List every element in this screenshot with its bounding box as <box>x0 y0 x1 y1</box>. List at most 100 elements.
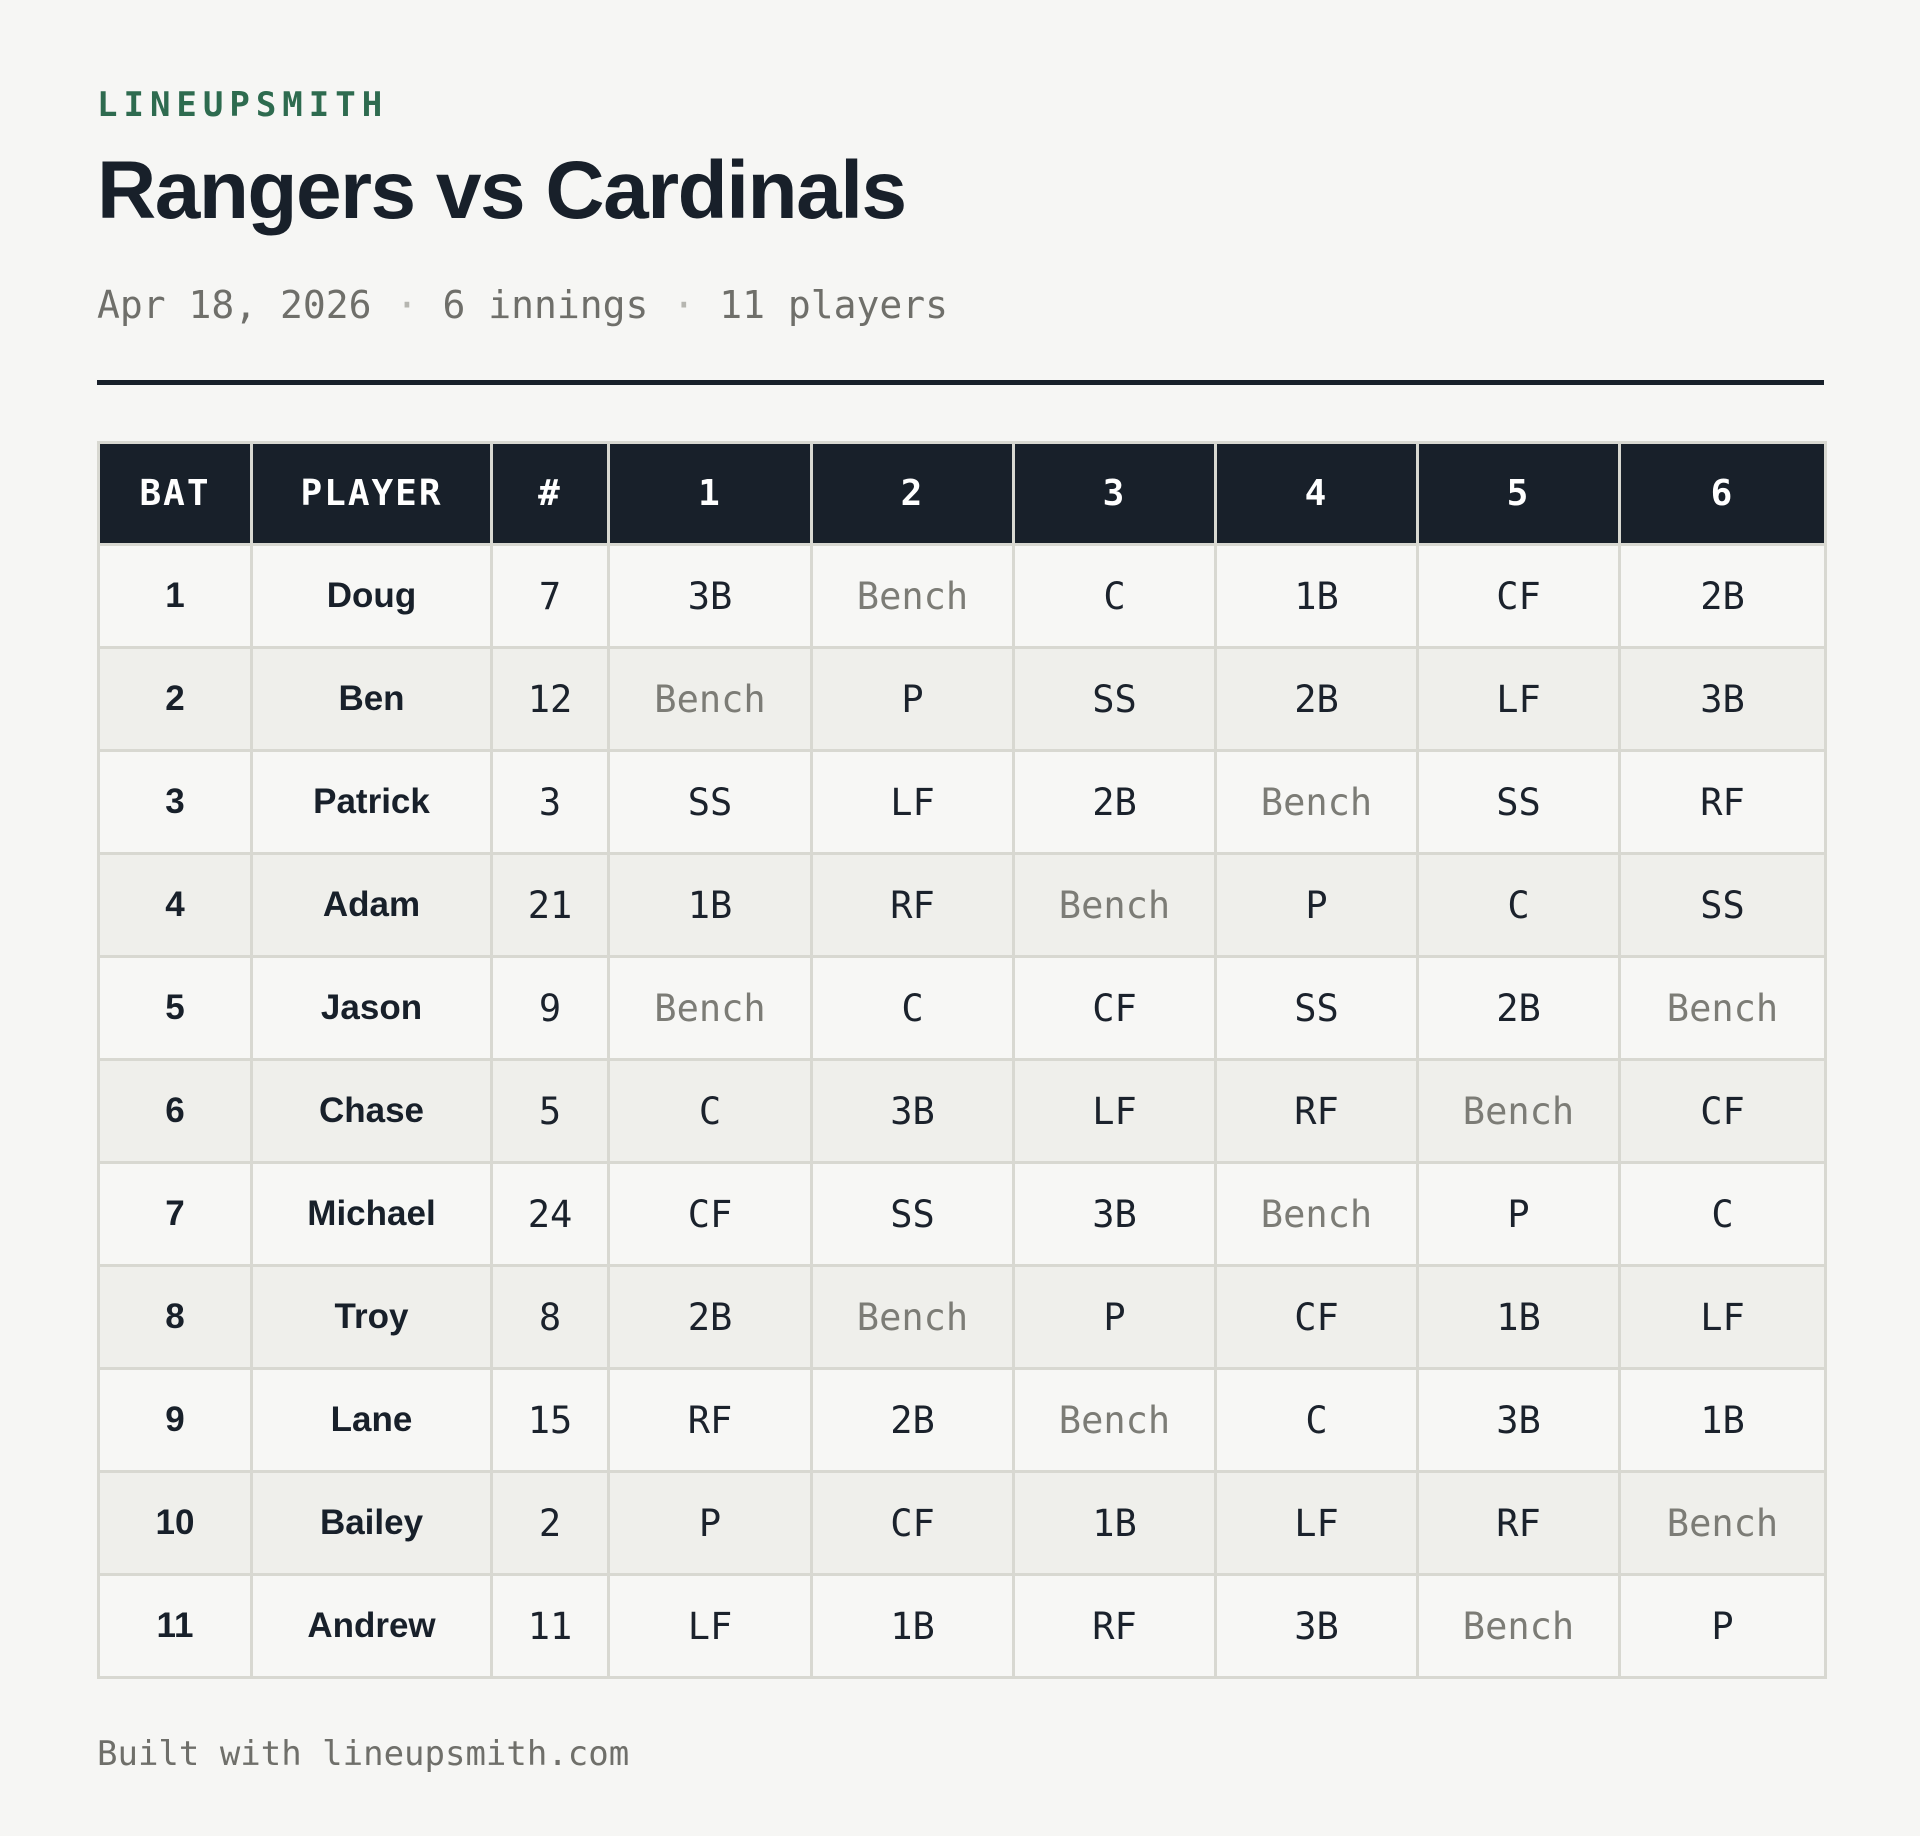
inning-3-position: P <box>1012 1264 1217 1370</box>
table-row: 6 Chase 5 C 3B LF RF Bench CF <box>97 1058 1827 1164</box>
batting-order: 5 <box>97 955 253 1061</box>
inning-1-position: LF <box>607 1573 813 1679</box>
inning-2-position: 2B <box>810 1367 1015 1473</box>
jersey-number: 5 <box>490 1058 610 1164</box>
batting-order: 9 <box>97 1367 253 1473</box>
inning-2-position: LF <box>810 749 1015 855</box>
table-row: 10 Bailey 2 P CF 1B LF RF Bench <box>97 1470 1827 1576</box>
jersey-number: 8 <box>490 1264 610 1370</box>
inning-1-position: 1B <box>607 852 813 958</box>
player-name: Michael <box>250 1161 493 1267</box>
header-inning-6: 6 <box>1618 441 1827 546</box>
table-row: 5 Jason 9 Bench C CF SS 2B Bench <box>97 955 1827 1061</box>
jersey-number: 9 <box>490 955 610 1061</box>
player-name: Troy <box>250 1264 493 1370</box>
inning-1-position: CF <box>607 1161 813 1267</box>
inning-5-position: 3B <box>1416 1367 1621 1473</box>
player-name: Lane <box>250 1367 493 1473</box>
header-divider <box>97 380 1824 385</box>
brand-label: LINEUPSMITH <box>97 85 389 125</box>
table-row: 4 Adam 21 1B RF Bench P C SS <box>97 852 1827 958</box>
inning-1-position: P <box>607 1470 813 1576</box>
inning-5-position: 1B <box>1416 1264 1621 1370</box>
inning-3-position: Bench <box>1012 852 1217 958</box>
inning-4-position: LF <box>1214 1470 1419 1576</box>
inning-3-position: SS <box>1012 646 1217 752</box>
inning-1-position: 2B <box>607 1264 813 1370</box>
batting-order: 8 <box>97 1264 253 1370</box>
inning-2-position: CF <box>810 1470 1015 1576</box>
inning-4-position: CF <box>1214 1264 1419 1370</box>
jersey-number: 7 <box>490 543 610 649</box>
inning-2-position: Bench <box>810 543 1015 649</box>
meta-separator: · <box>395 283 419 327</box>
table-row: 1 Doug 7 3B Bench C 1B CF 2B <box>97 543 1827 649</box>
inning-4-position: 2B <box>1214 646 1419 752</box>
batting-order: 4 <box>97 852 253 958</box>
jersey-number: 15 <box>490 1367 610 1473</box>
inning-6-position: LF <box>1618 1264 1827 1370</box>
header-number: # <box>490 441 610 546</box>
inning-3-position: C <box>1012 543 1217 649</box>
batting-order: 3 <box>97 749 253 855</box>
inning-5-position: Bench <box>1416 1058 1621 1164</box>
inning-6-position: CF <box>1618 1058 1827 1164</box>
inning-4-position: RF <box>1214 1058 1419 1164</box>
inning-6-position: C <box>1618 1161 1827 1267</box>
player-name: Andrew <box>250 1573 493 1679</box>
player-name: Doug <box>250 543 493 649</box>
footer-credit: Built with lineupsmith.com <box>97 1734 630 1774</box>
players-count: 11 players <box>719 283 949 327</box>
inning-5-position: Bench <box>1416 1573 1621 1679</box>
table-row: 3 Patrick 3 SS LF 2B Bench SS RF <box>97 749 1827 855</box>
player-name: Chase <box>250 1058 493 1164</box>
inning-3-position: Bench <box>1012 1367 1217 1473</box>
table-header-row: BAT PLAYER #1 2 3 4 5 6 <box>97 441 1827 546</box>
inning-4-position: 1B <box>1214 543 1419 649</box>
inning-5-position: C <box>1416 852 1621 958</box>
header-inning-4: 4 <box>1214 441 1419 546</box>
inning-2-position: Bench <box>810 1264 1015 1370</box>
inning-6-position: 1B <box>1618 1367 1827 1473</box>
inning-5-position: CF <box>1416 543 1621 649</box>
player-name: Adam <box>250 852 493 958</box>
inning-1-position: Bench <box>607 955 813 1061</box>
inning-2-position: C <box>810 955 1015 1061</box>
meta-separator: · <box>672 283 696 327</box>
inning-2-position: P <box>810 646 1015 752</box>
inning-2-position: SS <box>810 1161 1015 1267</box>
inning-6-position: SS <box>1618 852 1827 958</box>
header-bat: BAT <box>97 441 253 546</box>
batting-order: 1 <box>97 543 253 649</box>
table-row: 7 Michael 24 CF SS 3B Bench P C <box>97 1161 1827 1267</box>
lineup-table: BAT PLAYER #1 2 3 4 5 6 1 Doug 7 3B Bench C 1B CF 2B 2 Be… <box>97 441 1827 1679</box>
inning-3-position: 3B <box>1012 1161 1217 1267</box>
player-name: Bailey <box>250 1470 493 1576</box>
inning-3-position: CF <box>1012 955 1217 1061</box>
player-name: Patrick <box>250 749 493 855</box>
jersey-number: 11 <box>490 1573 610 1679</box>
inning-6-position: 3B <box>1618 646 1827 752</box>
inning-1-position: Bench <box>607 646 813 752</box>
inning-6-position: RF <box>1618 749 1827 855</box>
inning-6-position: 2B <box>1618 543 1827 649</box>
player-name: Jason <box>250 955 493 1061</box>
inning-4-position: C <box>1214 1367 1419 1473</box>
table-row: 11 Andrew 11 LF 1B RF 3B Bench P <box>97 1573 1827 1679</box>
inning-5-position: LF <box>1416 646 1621 752</box>
inning-1-position: SS <box>607 749 813 855</box>
inning-6-position: Bench <box>1618 955 1827 1061</box>
batting-order: 10 <box>97 1470 253 1576</box>
inning-5-position: RF <box>1416 1470 1621 1576</box>
table-row: 9 Lane 15 RF 2B Bench C 3B 1B <box>97 1367 1827 1473</box>
batting-order: 11 <box>97 1573 253 1679</box>
inning-2-position: RF <box>810 852 1015 958</box>
header-inning-1: 1 <box>607 441 813 546</box>
header-inning-3: 3 <box>1012 441 1217 546</box>
inning-4-position: 3B <box>1214 1573 1419 1679</box>
inning-5-position: SS <box>1416 749 1621 855</box>
inning-1-position: RF <box>607 1367 813 1473</box>
inning-4-position: Bench <box>1214 749 1419 855</box>
inning-2-position: 1B <box>810 1573 1015 1679</box>
inning-6-position: P <box>1618 1573 1827 1679</box>
